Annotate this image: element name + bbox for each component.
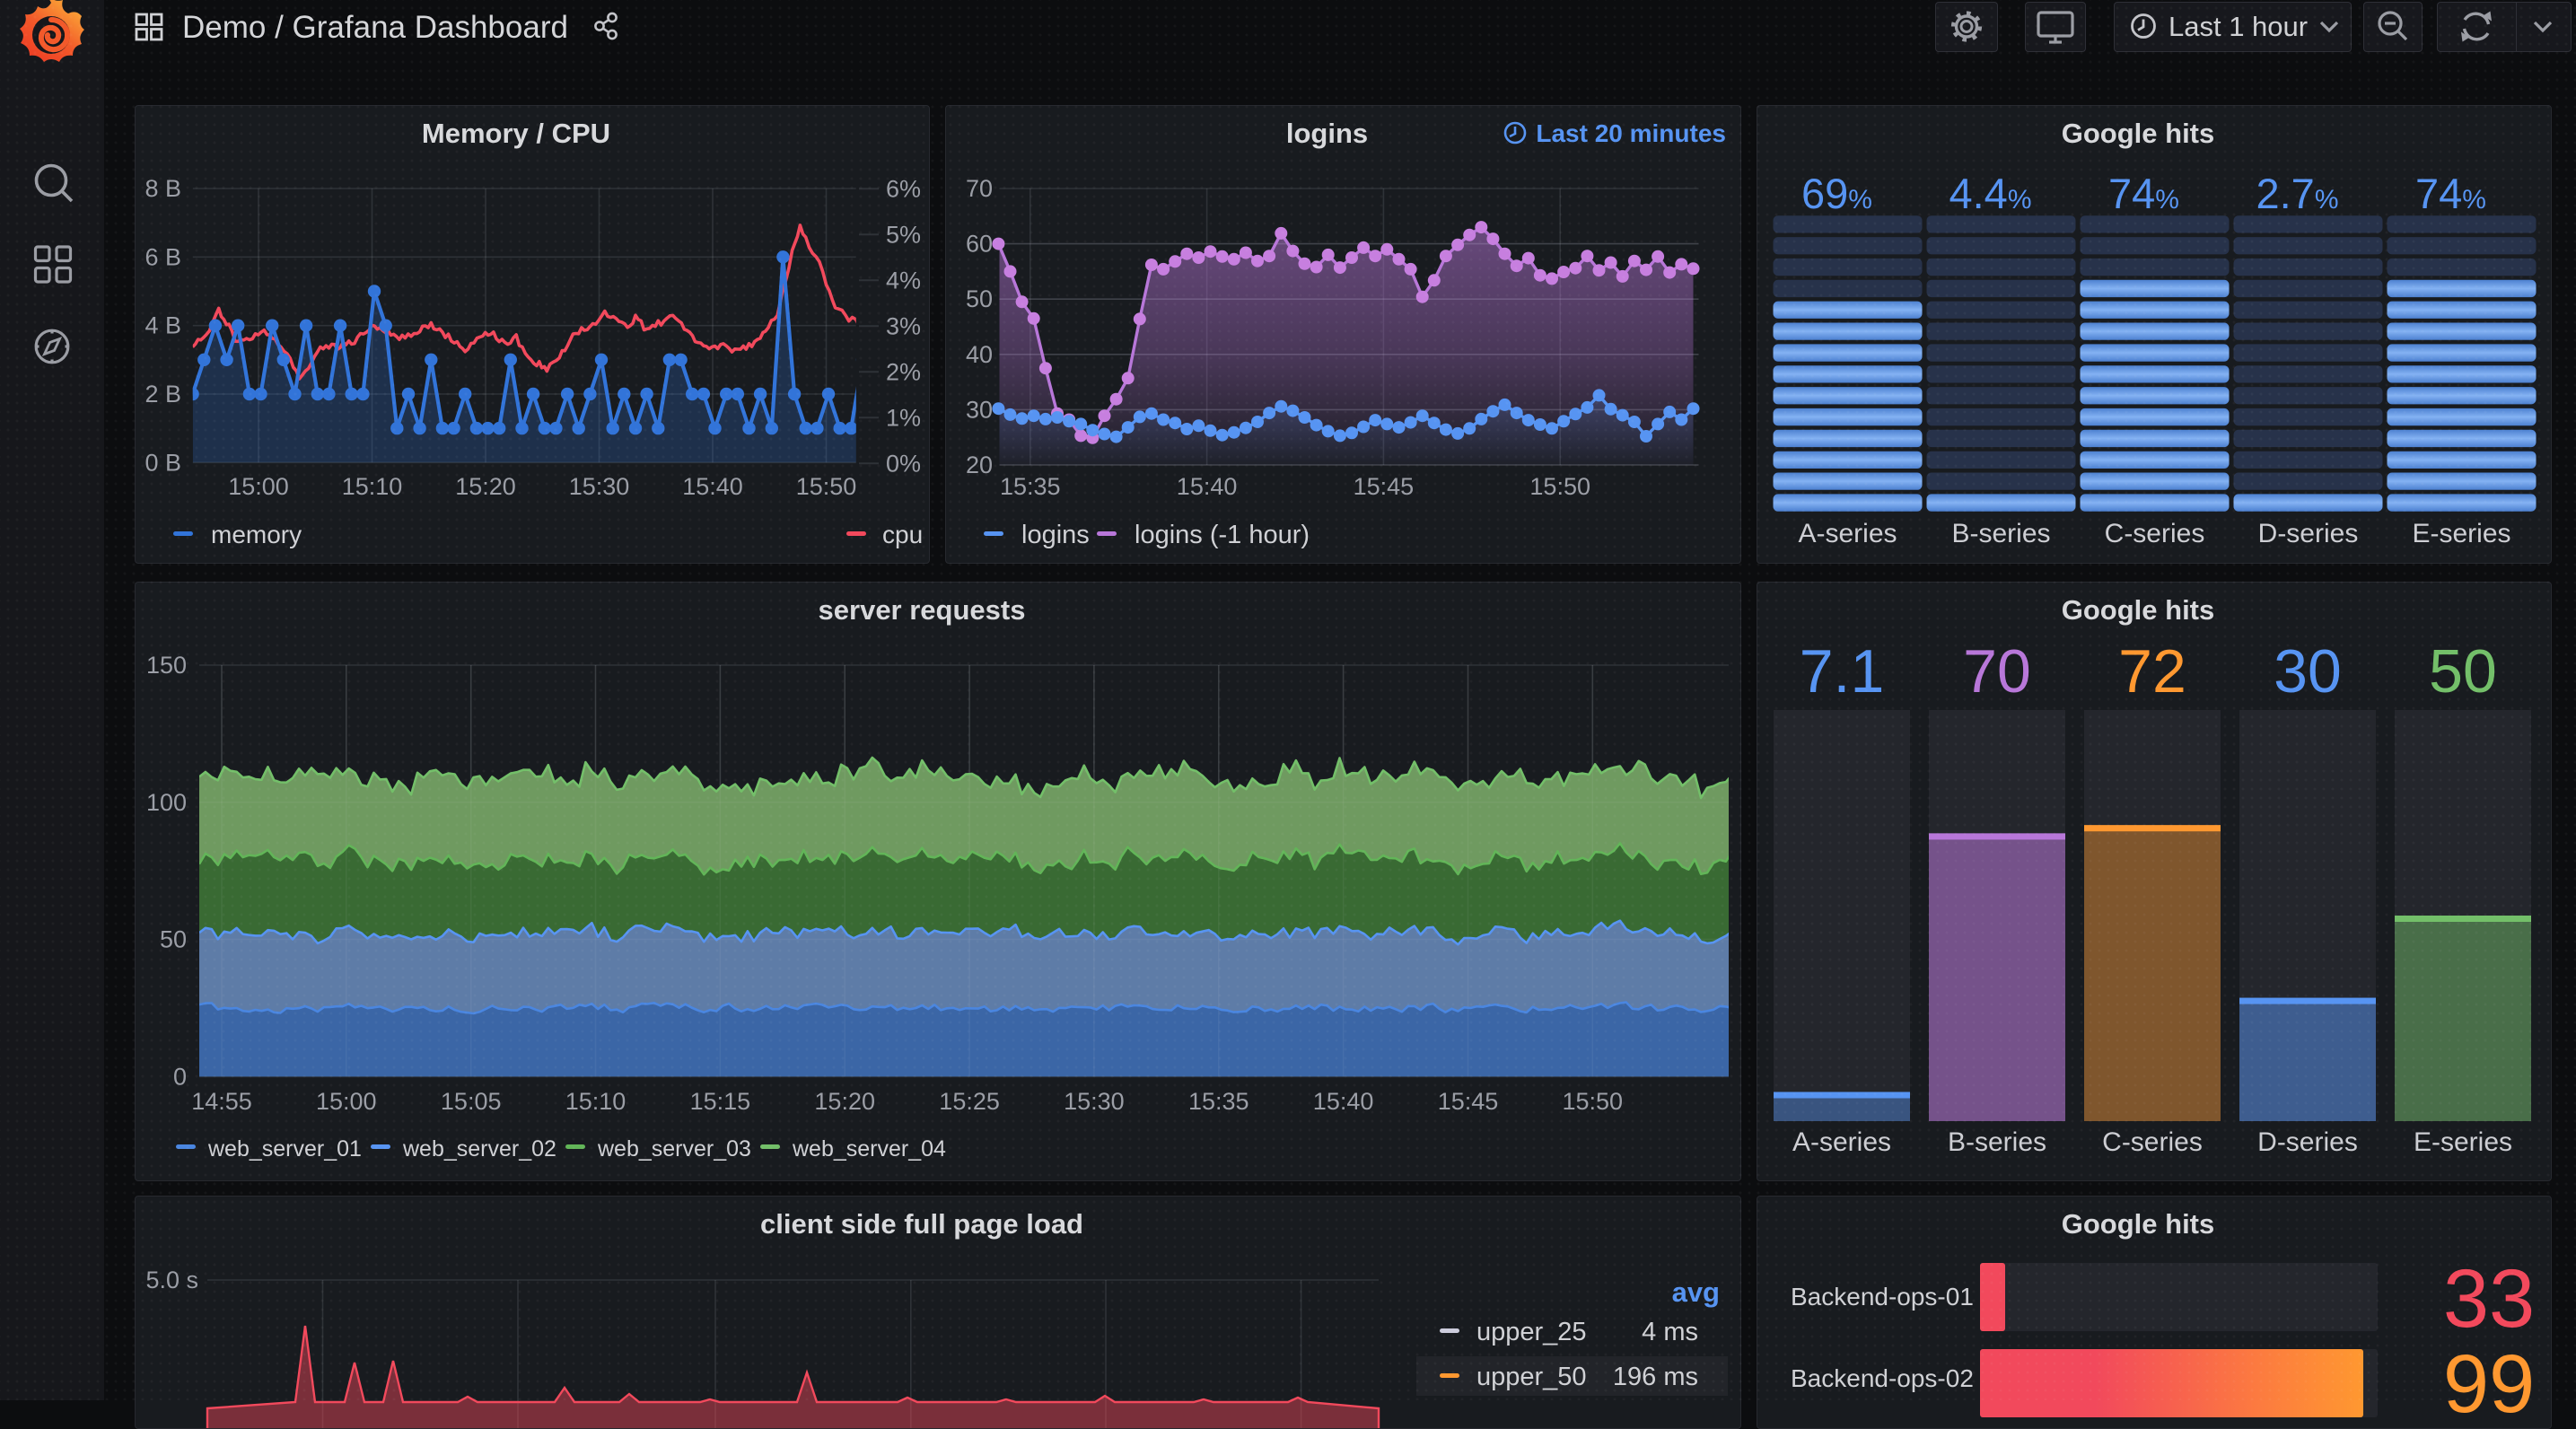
svg-text:cpu: cpu	[882, 521, 923, 548]
svg-text:69%: 69%	[1801, 170, 1872, 217]
svg-text:A-series: A-series	[1792, 1127, 1891, 1157]
svg-text:74%: 74%	[2415, 170, 2486, 217]
svg-text:50: 50	[2429, 637, 2497, 706]
svg-text:15:15: 15:15	[690, 1088, 751, 1115]
svg-text:avg: avg	[1672, 1276, 1720, 1308]
svg-text:15:30: 15:30	[1064, 1088, 1125, 1115]
svg-text:30: 30	[2274, 637, 2342, 706]
svg-text:72: 72	[2118, 637, 2186, 706]
svg-text:A-series: A-series	[1798, 519, 1897, 548]
svg-text:memory: memory	[211, 521, 302, 548]
svg-text:E-series: E-series	[2412, 519, 2510, 548]
svg-text:15:00: 15:00	[228, 473, 289, 500]
svg-text:15:20: 15:20	[814, 1088, 875, 1115]
svg-text:B-series: B-series	[1948, 1127, 2046, 1157]
svg-text:15:45: 15:45	[1354, 473, 1415, 500]
svg-text:web_server_04: web_server_04	[792, 1136, 946, 1162]
svg-text:web_server_01: web_server_01	[207, 1136, 362, 1162]
svg-text:60: 60	[966, 231, 993, 258]
svg-text:15:25: 15:25	[939, 1088, 1000, 1115]
svg-text:4%: 4%	[886, 267, 921, 294]
svg-text:2.7%: 2.7%	[2256, 170, 2338, 217]
svg-text:C-series: C-series	[2102, 1127, 2203, 1157]
svg-text:30: 30	[966, 396, 993, 423]
svg-text:70: 70	[1963, 637, 2031, 706]
svg-text:3%: 3%	[886, 312, 921, 339]
svg-text:1%: 1%	[886, 404, 921, 431]
svg-text:50: 50	[966, 285, 993, 312]
svg-text:15:50: 15:50	[796, 473, 857, 500]
svg-text:Last 20 minutes: Last 20 minutes	[1536, 119, 1726, 147]
svg-text:4 ms: 4 ms	[1642, 1318, 1698, 1346]
svg-text:15:10: 15:10	[565, 1088, 626, 1115]
svg-text:Last 1 hour: Last 1 hour	[2169, 11, 2308, 42]
svg-text:70: 70	[966, 175, 993, 202]
svg-text:upper_50: upper_50	[1476, 1363, 1587, 1391]
svg-text:0%: 0%	[886, 450, 921, 477]
svg-text:D-series: D-series	[2258, 519, 2359, 548]
svg-text:Backend-ops-01: Backend-ops-01	[1791, 1283, 1974, 1311]
svg-text:15:00: 15:00	[316, 1088, 377, 1115]
svg-text:0 B: 0 B	[145, 449, 181, 476]
svg-text:15:10: 15:10	[342, 473, 403, 500]
svg-text:logins: logins	[1021, 521, 1090, 549]
svg-text:15:30: 15:30	[569, 473, 630, 500]
svg-text:15:50: 15:50	[1563, 1088, 1624, 1115]
svg-text:40: 40	[966, 341, 993, 368]
svg-text:0: 0	[173, 1063, 187, 1090]
svg-text:15:05: 15:05	[441, 1088, 502, 1115]
svg-text:4.4%: 4.4%	[1949, 170, 2031, 217]
svg-text:196 ms: 196 ms	[1613, 1363, 1698, 1391]
svg-text:15:50: 15:50	[1529, 473, 1590, 500]
svg-text:5.0 s: 5.0 s	[145, 1267, 198, 1293]
svg-text:4 B: 4 B	[145, 312, 181, 339]
svg-text:B-series: B-series	[1951, 519, 2050, 548]
svg-text:50: 50	[160, 926, 187, 953]
svg-text:Backend-ops-02: Backend-ops-02	[1791, 1364, 1974, 1392]
svg-text:15:40: 15:40	[1177, 473, 1238, 500]
svg-text:web_server_03: web_server_03	[597, 1136, 751, 1162]
svg-text:D-series: D-series	[2257, 1127, 2358, 1157]
svg-text:C-series: C-series	[2105, 519, 2205, 548]
svg-text:E-series: E-series	[2414, 1127, 2512, 1157]
svg-text:15:35: 15:35	[1000, 473, 1061, 500]
svg-text:74%: 74%	[2108, 170, 2179, 217]
svg-text:web_server_02: web_server_02	[402, 1136, 556, 1162]
svg-text:20: 20	[966, 451, 993, 478]
svg-text:100: 100	[146, 789, 187, 816]
svg-text:logins (-1 hour): logins (-1 hour)	[1135, 521, 1310, 549]
svg-text:15:35: 15:35	[1188, 1088, 1249, 1115]
svg-text:6 B: 6 B	[145, 243, 181, 270]
svg-text:15:20: 15:20	[455, 473, 516, 500]
svg-text:7.1: 7.1	[1800, 637, 1885, 706]
svg-text:6%: 6%	[886, 175, 921, 202]
svg-text:2%: 2%	[886, 358, 921, 385]
svg-text:Demo / Grafana Dashboard: Demo / Grafana Dashboard	[182, 10, 568, 45]
svg-text:99: 99	[2443, 1338, 2535, 1429]
svg-text:33: 33	[2443, 1253, 2535, 1345]
svg-text:15:40: 15:40	[682, 473, 743, 500]
svg-text:14:55: 14:55	[191, 1088, 252, 1115]
svg-text:15:40: 15:40	[1313, 1088, 1374, 1115]
svg-text:2 B: 2 B	[145, 381, 181, 408]
svg-text:150: 150	[146, 652, 187, 679]
svg-text:8 B: 8 B	[145, 175, 181, 202]
svg-text:upper_25: upper_25	[1476, 1318, 1587, 1346]
svg-text:15:45: 15:45	[1438, 1088, 1499, 1115]
svg-text:5%: 5%	[886, 221, 921, 248]
